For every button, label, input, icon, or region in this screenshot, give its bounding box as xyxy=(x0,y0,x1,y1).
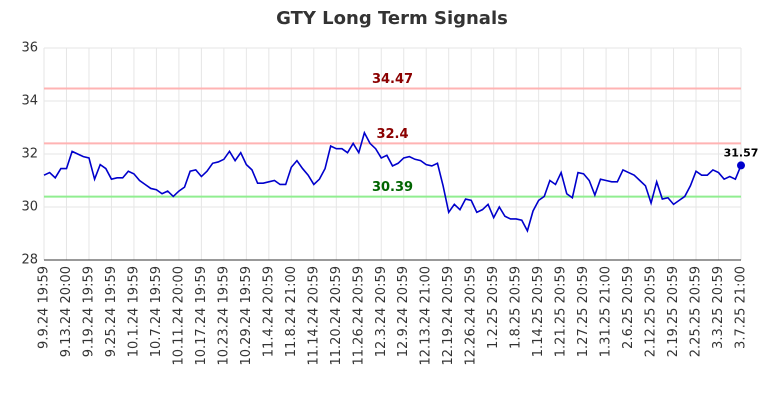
x-tick-label: 11.4.24 20:59 xyxy=(261,266,276,357)
x-tick-label: 2.12.25 20:59 xyxy=(644,266,659,357)
x-tick-label: 11.14.24 20:59 xyxy=(306,266,321,366)
y-tick-label: 36 xyxy=(21,41,38,56)
y-tick-label: 28 xyxy=(21,253,38,268)
x-tick-label: 11.8.24 21:00 xyxy=(284,266,299,357)
x-tick-label: 12.13.24 21:00 xyxy=(419,266,434,366)
x-tick-label: 2.6.25 20:59 xyxy=(621,266,636,349)
x-tick-label: 1.31.25 21:00 xyxy=(599,266,614,357)
x-tick-label: 1.2.25 20:59 xyxy=(486,266,501,349)
x-tick-label: 12.9.24 20:59 xyxy=(396,266,411,357)
x-tick-label: 10.11.24 20:00 xyxy=(171,266,186,366)
x-tick-label: 1.27.25 20:59 xyxy=(576,266,591,357)
signal-label: 32.4 xyxy=(376,127,408,142)
x-tick-label: 3.7.25 21:00 xyxy=(734,266,749,349)
x-tick-label: 1.21.25 20:59 xyxy=(554,266,569,357)
y-tick-label: 32 xyxy=(21,147,38,162)
x-tick-label: 10.7.24 19:59 xyxy=(149,266,164,357)
x-tick-label: 2.19.25 20:59 xyxy=(666,266,681,357)
signal-label: 30.39 xyxy=(372,180,413,195)
x-tick-label: 12.3.24 20:59 xyxy=(374,266,389,357)
chart-title: GTY Long Term Signals xyxy=(276,8,508,29)
x-tick-label: 10.1.24 19:59 xyxy=(126,266,141,357)
x-tick-label: 12.26.24 20:59 xyxy=(464,266,479,366)
last-point xyxy=(737,161,745,170)
x-tick-label: 1.8.25 20:59 xyxy=(509,266,524,349)
price-line xyxy=(43,130,742,233)
x-tick-label: 11.26.24 20:59 xyxy=(351,266,366,366)
x-tick-label: 3.3.25 20:59 xyxy=(711,266,726,349)
x-tick-label: 12.19.24 20:59 xyxy=(441,266,456,366)
x-tick-label: 9.9.24 19:59 xyxy=(37,266,52,349)
y-tick-label: 30 xyxy=(21,200,38,215)
x-tick-label: 9.13.24 20:00 xyxy=(59,266,74,357)
x-tick-label: 10.23.24 19:59 xyxy=(216,266,231,366)
x-tick-label: 10.29.24 19:59 xyxy=(239,266,254,366)
signal-label: 34.47 xyxy=(372,72,413,87)
x-tick-label: 9.19.24 19:59 xyxy=(81,266,96,357)
x-tick-label: 2.25.25 20:59 xyxy=(689,266,704,357)
x-tick-label: 10.17.24 19:59 xyxy=(194,266,209,366)
x-tick-label: 9.25.24 19:59 xyxy=(104,266,119,357)
last-value-label: 31.57 xyxy=(724,146,759,159)
x-tick-label: 1.14.25 20:59 xyxy=(531,266,546,357)
y-tick-label: 34 xyxy=(21,94,38,109)
x-tick-label: 11.20.24 20:59 xyxy=(329,266,344,366)
